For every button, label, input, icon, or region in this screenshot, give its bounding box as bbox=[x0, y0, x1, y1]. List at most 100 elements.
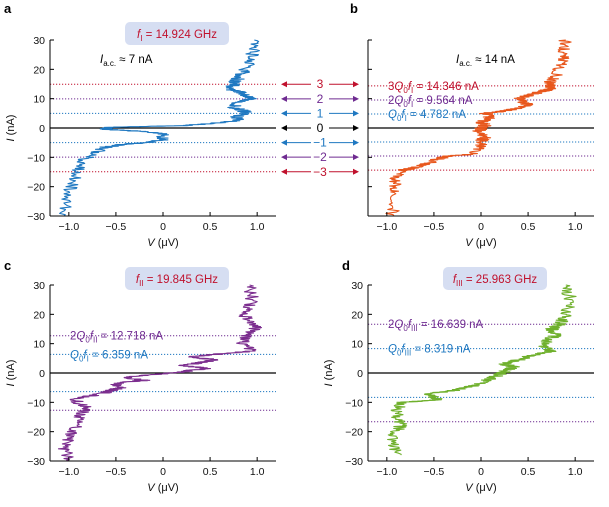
x-tick-label-a-1: −0.5 bbox=[106, 221, 127, 233]
amplitude-label-a: Ia.c. ≈ 7 nA bbox=[100, 54, 153, 68]
step-label-5: −2 bbox=[313, 150, 327, 164]
annotation-b-2: Q0fI = 4.782 nA bbox=[388, 109, 466, 123]
frequency-label-a: fI = 14.924 GHz bbox=[137, 29, 217, 43]
step-marker-4: −1 bbox=[281, 136, 359, 150]
y-tick-label-c-5: 20 bbox=[33, 309, 45, 321]
y-tick-label-a-4: 10 bbox=[33, 94, 45, 106]
step-label-6: −3 bbox=[313, 165, 327, 179]
panel-b: −1.0 −0.5 0 0.5 1.0 V (μV) Ia.c. ≈ 14 nA 3Q0fI … bbox=[367, 39, 594, 249]
y-tick-label-d-6: 30 bbox=[351, 280, 363, 292]
y-tick-label-d-1: −20 bbox=[345, 427, 363, 439]
x-tick-label-c-3: 0.5 bbox=[203, 466, 218, 478]
arrowhead-right-6 bbox=[353, 168, 359, 175]
x-tick-label-c-2: 0 bbox=[160, 466, 166, 478]
x-tick-label-d-2: 0 bbox=[478, 466, 484, 478]
x-tick-label-c-0: −1.0 bbox=[58, 466, 79, 478]
x-tick-label-b-0: −1.0 bbox=[376, 221, 397, 233]
step-label-0: 3 bbox=[317, 77, 324, 91]
y-tick-label-c-0: −30 bbox=[27, 456, 45, 468]
y-tick-label-c-4: 10 bbox=[33, 339, 45, 351]
panel-d: −1.0 −0.5 0 0.5 1.0 −30 −20 −10 0 10 20 30 V (μV) I (… bbox=[323, 267, 594, 494]
arrowhead-left-5 bbox=[281, 154, 287, 161]
arrowhead-right-0 bbox=[353, 81, 359, 88]
x-axis-label-c: V (μV) bbox=[147, 482, 178, 494]
arrowhead-right-3 bbox=[353, 125, 359, 131]
step-marker-1: 2 bbox=[281, 92, 359, 106]
x-tick-label-d-4: 1.0 bbox=[568, 466, 583, 478]
annotation-d-0: 2Q0fIII = 16.639 nA bbox=[388, 319, 484, 333]
step-marker-5: −2 bbox=[281, 150, 359, 164]
panel-a: −1.0 −0.5 0 0.5 1.0 −30 −20 −10 0 10 20 30 V (μV) I (… bbox=[5, 22, 276, 249]
step-marker-3: 0 bbox=[281, 121, 359, 135]
annotation-c-0: 2Q0fII = 12.718 nA bbox=[70, 331, 163, 345]
x-axis-label-d: V (μV) bbox=[465, 482, 496, 494]
y-tick-label-d-5: 20 bbox=[351, 309, 363, 321]
frequency-label-c: fII = 19.845 GHz bbox=[136, 274, 218, 288]
step-marker-6: −3 bbox=[281, 165, 359, 179]
y-tick-label-a-1: −20 bbox=[27, 182, 45, 194]
frequency-box-c bbox=[125, 267, 229, 290]
annotation-d-1: Q0fIII = 8.319 nA bbox=[388, 344, 471, 358]
step-label-4: −1 bbox=[313, 136, 327, 150]
iv-curve-d bbox=[387, 284, 577, 456]
x-tick-label-d-0: −1.0 bbox=[376, 466, 397, 478]
arrowhead-left-0 bbox=[281, 81, 287, 88]
frequency-label-d: fIII = 25.963 GHz bbox=[453, 274, 538, 288]
arrowhead-left-4 bbox=[281, 139, 287, 146]
y-tick-label-d-0: −30 bbox=[345, 456, 363, 468]
step-marker-0: 3 bbox=[281, 77, 359, 91]
step-label-3: 0 bbox=[317, 121, 324, 135]
y-tick-label-d-2: −10 bbox=[345, 397, 363, 409]
frequency-box-a bbox=[125, 22, 229, 45]
x-tick-label-a-0: −1.0 bbox=[58, 221, 79, 233]
annotation-b-1: 2Q0fI = 9.564 nA bbox=[388, 95, 473, 109]
x-tick-label-c-4: 1.0 bbox=[250, 466, 265, 478]
panel-letter-b: b bbox=[350, 1, 358, 16]
x-tick-label-a-4: 1.0 bbox=[250, 221, 265, 233]
x-axis-label-a: V (μV) bbox=[147, 237, 178, 249]
arrowhead-left-1 bbox=[281, 95, 287, 102]
y-tick-label-c-2: −10 bbox=[27, 397, 45, 409]
x-tick-label-d-1: −0.5 bbox=[424, 466, 445, 478]
iv-curve-b bbox=[385, 39, 572, 217]
y-tick-label-a-3: 0 bbox=[39, 123, 45, 135]
step-label-2: 1 bbox=[317, 106, 324, 120]
annotation-b-0: 3Q0fI = 14.346 nA bbox=[388, 81, 479, 95]
arrowhead-left-2 bbox=[281, 110, 287, 117]
arrowhead-right-5 bbox=[353, 154, 359, 161]
panel-c: −1.0 −0.5 0 0.5 1.0 −30 −20 −10 0 10 20 30 V (μV) I (… bbox=[5, 267, 276, 494]
x-tick-label-b-3: 0.5 bbox=[521, 221, 536, 233]
x-axis-label-b: V (μV) bbox=[465, 237, 496, 249]
step-label-1: 2 bbox=[317, 92, 324, 106]
y-tick-label-d-4: 10 bbox=[351, 339, 363, 351]
x-tick-label-b-4: 1.0 bbox=[568, 221, 583, 233]
x-tick-label-b-2: 0 bbox=[478, 221, 484, 233]
frequency-box-d bbox=[443, 267, 547, 290]
y-axis-label-d: I (nA) bbox=[323, 360, 335, 387]
y-tick-label-a-2: −10 bbox=[27, 152, 45, 164]
y-tick-label-a-6: 30 bbox=[33, 35, 45, 47]
x-tick-label-d-3: 0.5 bbox=[521, 466, 536, 478]
arrowhead-right-1 bbox=[353, 95, 359, 102]
arrowhead-left-6 bbox=[281, 168, 287, 175]
arrowhead-right-2 bbox=[353, 110, 359, 117]
arrowhead-right-4 bbox=[353, 139, 359, 146]
x-tick-label-c-1: −0.5 bbox=[106, 466, 127, 478]
amplitude-label-b: Ia.c. ≈ 14 nA bbox=[456, 54, 515, 68]
step-marker-2: 1 bbox=[281, 106, 359, 120]
y-tick-label-c-3: 0 bbox=[39, 368, 45, 380]
y-tick-label-c-1: −20 bbox=[27, 427, 45, 439]
panel-letter-d: d bbox=[342, 258, 350, 273]
y-tick-label-a-5: 20 bbox=[33, 64, 45, 76]
y-axis-label-a: I (nA) bbox=[5, 115, 17, 142]
y-tick-label-c-6: 30 bbox=[33, 280, 45, 292]
y-tick-label-d-3: 0 bbox=[357, 368, 363, 380]
y-tick-label-a-0: −30 bbox=[27, 211, 45, 223]
panel-letter-c: c bbox=[4, 258, 11, 273]
arrowhead-left-3 bbox=[281, 125, 287, 131]
x-tick-label-b-1: −0.5 bbox=[424, 221, 445, 233]
y-axis-label-c: I (nA) bbox=[5, 360, 17, 387]
iv-curve-a bbox=[59, 39, 260, 217]
x-tick-label-a-3: 0.5 bbox=[203, 221, 218, 233]
